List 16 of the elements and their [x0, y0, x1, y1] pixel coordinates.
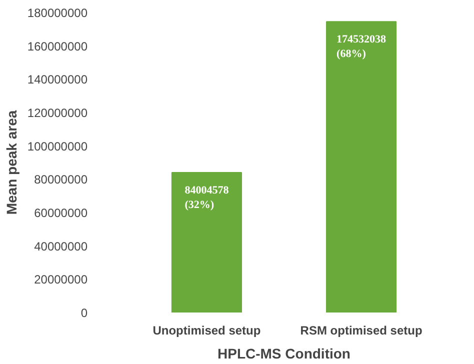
y-tick-label: 80000000: [34, 172, 88, 187]
x-tick-label: RSM optimised setup: [300, 324, 422, 338]
y-tick-label: 180000000: [27, 6, 88, 20]
y-tick-label: 60000000: [34, 206, 88, 220]
y-tick-label: 0: [80, 306, 88, 320]
y-tick-label: 40000000: [34, 239, 88, 254]
data-label: 174532038 (68%): [336, 34, 387, 60]
data-label: 84004578 (32%): [184, 184, 230, 211]
y-axis-title: Mean peak area: [3, 110, 20, 215]
y-tick-label: 20000000: [34, 272, 88, 287]
x-axis-title: HPLC-MS Condition: [218, 346, 350, 362]
y-tick-label: 140000000: [27, 72, 88, 87]
x-tick-label: Unoptimised setup: [152, 324, 261, 338]
y-tick-label: 160000000: [27, 39, 88, 54]
y-tick-label: 100000000: [27, 139, 88, 154]
y-tick-label: 120000000: [27, 106, 88, 120]
